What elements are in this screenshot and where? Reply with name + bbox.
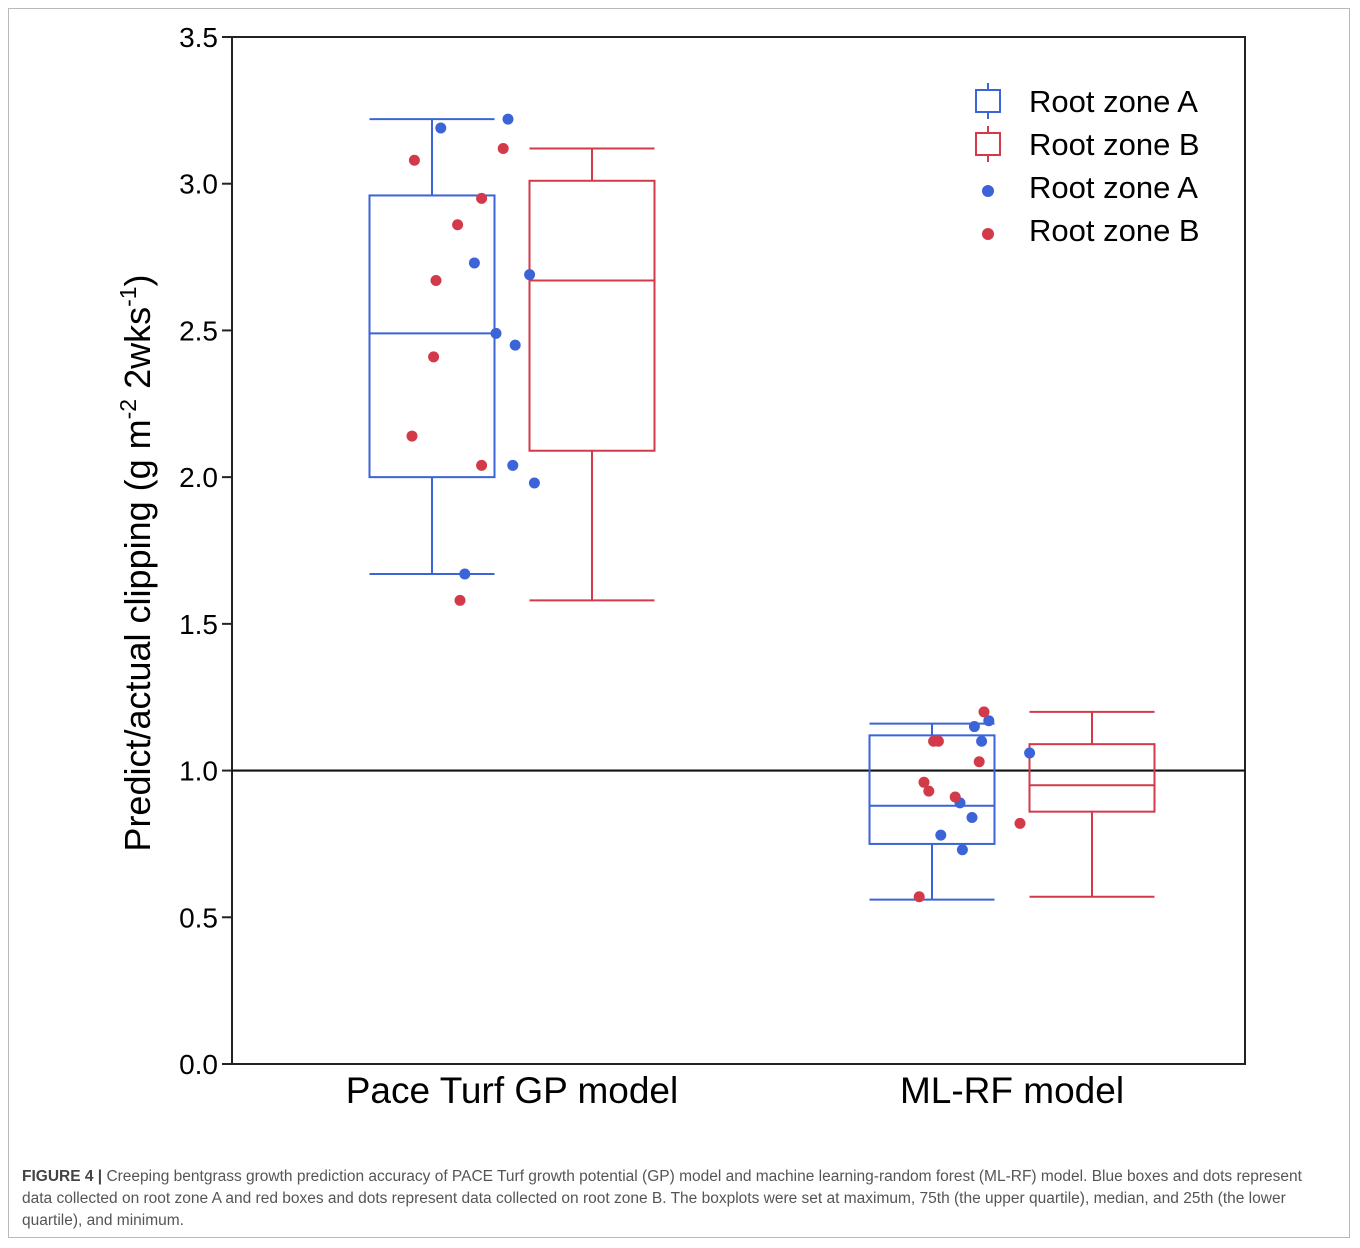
data-point [509,339,521,351]
data-point [528,477,540,489]
y-tick-label: 0.0 [179,1049,218,1080]
caption-text: Creeping bentgrass growth prediction acc… [22,1168,1302,1229]
legend-label: Root zone B [1029,127,1200,162]
y-tick-label: 2.0 [179,462,218,493]
data-point [524,269,536,281]
y-axis-label: Predict/actual clipping (g m-2 2wks-1) [115,274,158,851]
data-point [976,735,988,747]
legend-label: Root zone A [1029,84,1198,119]
caption-label: FIGURE 4 | [22,1168,103,1185]
legend-dot-symbol [982,185,994,197]
data-point [983,715,995,727]
y-tick-label: 1.0 [179,756,218,787]
box [1028,743,1156,813]
data-point [435,122,447,134]
box [528,179,656,452]
data-point [949,791,961,803]
data-point [966,812,978,824]
data-point [1014,817,1026,829]
points-layer [406,113,1036,903]
data-point [1024,747,1036,759]
data-point [476,192,488,204]
y-axis: 0.0 0.5 1.0 1.5 2.0 2.5 3.0 3.5 [179,22,232,1080]
legend: Root zone A Root zone B Root zone A Root zo… [975,83,1200,248]
category-label: Pace Turf GP model [346,1070,678,1111]
box-plot-chart: 0.0 0.5 1.0 1.5 2.0 2.5 3.0 3.5 Pace Turf GP mo… [115,22,1246,1111]
data-point [476,459,488,471]
data-point [490,327,502,339]
data-point [502,113,514,125]
data-point [452,219,464,231]
plot-frame [231,36,1246,1065]
data-point [507,459,519,471]
category-label: ML-RF model [900,1070,1124,1111]
legend-box-symbol [975,89,1001,113]
data-point [978,706,990,718]
y-tick-label: 1.5 [179,609,218,640]
data-point [956,844,968,856]
y-tick-label: 0.5 [179,902,218,933]
data-point [428,351,440,363]
data-point [935,829,947,841]
data-point [913,891,925,903]
legend-dot-symbol [982,228,994,240]
data-point [918,776,930,788]
box [368,194,496,479]
plot-area [231,36,1246,1065]
data-point [406,430,418,442]
data-point [454,594,466,606]
data-point [468,257,480,269]
legend-label: Root zone B [1029,213,1200,248]
figure-caption: FIGURE 4 | Creeping bentgrass growth pre… [22,1166,1332,1232]
data-point [459,568,471,580]
x-axis: Pace Turf GP model ML-RF model [346,1070,1124,1111]
data-point [968,721,980,733]
data-point [408,154,420,166]
data-point [973,756,985,768]
data-point [430,275,442,287]
y-tick-label: 3.0 [179,169,218,200]
y-tick-label: 3.5 [179,22,218,53]
data-point [932,735,944,747]
y-tick-label: 2.5 [179,315,218,346]
data-point [497,143,509,155]
legend-label: Root zone A [1029,170,1198,205]
legend-box-symbol [975,132,1001,156]
data-point [923,785,935,797]
